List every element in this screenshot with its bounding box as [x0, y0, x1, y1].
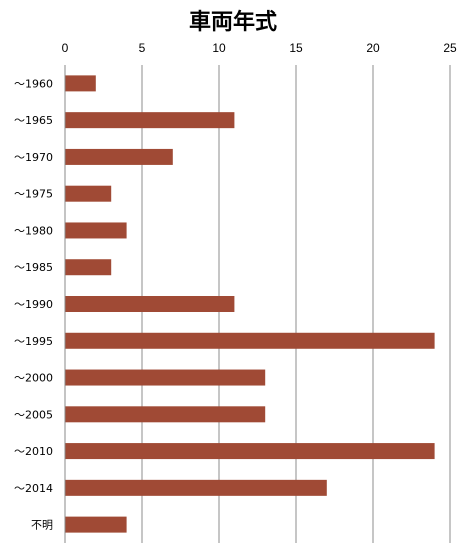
category-labels: ～1960 ～1965 ～1970 ～1975 ～1980 ～1985 ～1990 ～1995…: [14, 77, 53, 531]
category-label: ～1960: [14, 77, 53, 90]
bars: [65, 75, 435, 533]
bar: [65, 369, 266, 386]
bar: [65, 296, 235, 312]
category-label: ～2005: [14, 408, 53, 421]
bar: [65, 406, 266, 423]
category-label: ～1965: [14, 114, 53, 127]
chart-title: 車両年式: [188, 10, 277, 35]
bar: [65, 332, 435, 349]
category-label: ～2000: [14, 372, 53, 385]
category-label: ～1985: [14, 261, 53, 274]
bar: [65, 222, 127, 239]
x-tick-label: 5: [139, 41, 146, 55]
bar: [65, 516, 127, 533]
category-label: ～1970: [14, 151, 53, 164]
x-tick-labels: 0 5 10 15 20 25: [62, 41, 457, 55]
category-label: ～1975: [14, 188, 53, 201]
x-tick-label: 0: [62, 41, 69, 55]
bar: [65, 148, 173, 165]
category-label: 不明: [31, 519, 53, 532]
bar: [65, 112, 235, 129]
category-label: ～1990: [14, 298, 53, 311]
x-tick-label: 10: [212, 41, 226, 55]
bar: [65, 75, 96, 92]
bar: [65, 443, 435, 460]
bar: [65, 185, 112, 202]
bar: [65, 259, 112, 276]
category-label: ～2014: [14, 482, 53, 495]
category-label: ～1980: [14, 224, 53, 237]
x-tick-label: 15: [289, 41, 303, 55]
x-tick-label: 25: [443, 41, 457, 55]
category-label: ～2010: [14, 445, 53, 458]
x-tick-label: 20: [366, 41, 380, 55]
bar: [65, 479, 327, 496]
category-label: ～1995: [14, 335, 53, 348]
